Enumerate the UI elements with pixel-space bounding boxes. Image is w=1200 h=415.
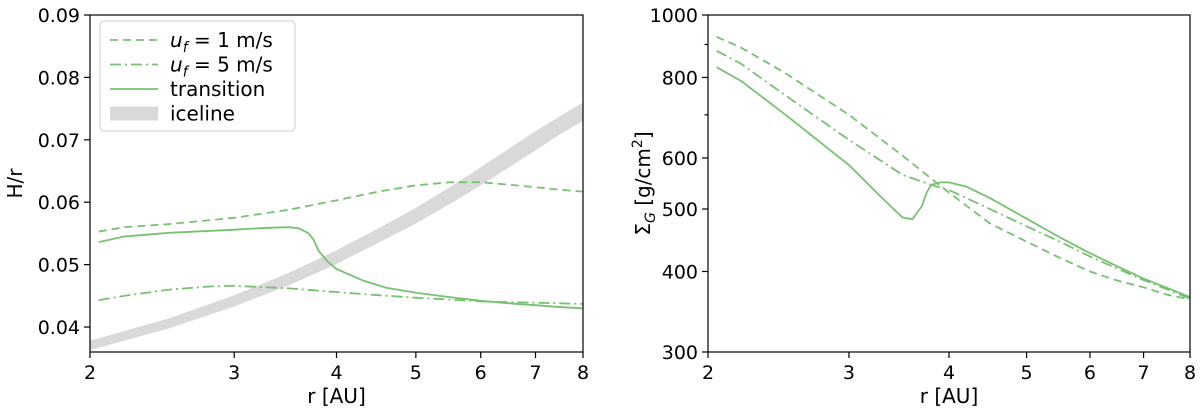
y-tick-label: 0.05: [38, 255, 80, 277]
iceline-band: [90, 102, 583, 351]
legend-entry-label: transition: [170, 77, 265, 101]
series-line-dashdot: [98, 284, 583, 305]
y-axis-label: ΣG [g/cm2]: [630, 131, 659, 235]
plot-area: [716, 35, 1190, 301]
y-tick-label: 0.04: [38, 317, 80, 339]
x-tick-label: 3: [228, 362, 240, 384]
x-tick-label: 8: [1184, 362, 1196, 384]
x-tick-label: 6: [475, 362, 487, 384]
panel-right-surface-density: 2 3 4 5 6 7 8 300 400 500 600 800 1000 r [AU] ΣG [g/cm…: [630, 5, 1196, 408]
x-tick-label: 7: [529, 362, 541, 384]
series-line-dashed: [716, 35, 1190, 301]
y-tick-label: 0.07: [38, 130, 80, 152]
x-tick-label: 8: [577, 362, 589, 384]
x-tick-label: 5: [410, 362, 422, 384]
x-tick-label: 5: [1021, 362, 1033, 384]
y-tick-label: 0.08: [38, 67, 80, 89]
panel-left-aspect-ratio: 2 3 4 5 6 7 8 0.04 0.05 0.06 0.07 0.08 0.09 r [AU] H/r…: [3, 5, 589, 408]
y-tick-label: 400: [662, 261, 698, 283]
x-axis-label: r [AU]: [920, 384, 979, 408]
x-tick-label: 4: [943, 362, 955, 384]
y-tick-label: 0.06: [38, 192, 80, 214]
legend-entry-label: uf = 5 m/s: [170, 53, 273, 81]
series-line-solid: [716, 66, 1190, 298]
series-line-dashdot: [716, 49, 1190, 300]
x-tick-label: 2: [702, 362, 714, 384]
y-tick-label: 800: [662, 67, 698, 89]
x-tick-label: 3: [843, 362, 855, 384]
series-line-solid: [98, 226, 583, 310]
legend-entry-label: uf = 1 m/s: [170, 28, 273, 56]
plot-area: [90, 102, 583, 351]
x-axis-label: r [AU]: [307, 384, 366, 408]
y-tick-label: 600: [662, 148, 698, 170]
legend-swatch-band: [110, 106, 158, 121]
y-tick-label: 500: [662, 199, 698, 221]
y-axis-label: H/r: [3, 168, 27, 199]
x-tick-label: 7: [1138, 362, 1150, 384]
y-tick-label: 0.09: [38, 5, 80, 27]
x-tick-label: 4: [330, 362, 342, 384]
legend-entry-label: iceline: [170, 102, 235, 126]
series-line-dashed: [98, 181, 583, 233]
x-tick-label: 6: [1084, 362, 1096, 384]
axes-frame: [707, 14, 1191, 353]
legend-box: [99, 20, 296, 132]
x-tick-label: 2: [84, 362, 96, 384]
y-tick-label: 300: [662, 342, 698, 364]
y-tick-label: 1000: [650, 5, 698, 27]
